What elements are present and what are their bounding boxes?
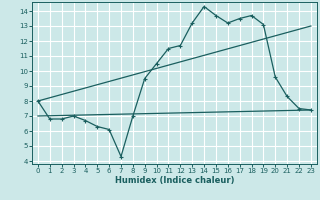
X-axis label: Humidex (Indice chaleur): Humidex (Indice chaleur): [115, 176, 234, 185]
